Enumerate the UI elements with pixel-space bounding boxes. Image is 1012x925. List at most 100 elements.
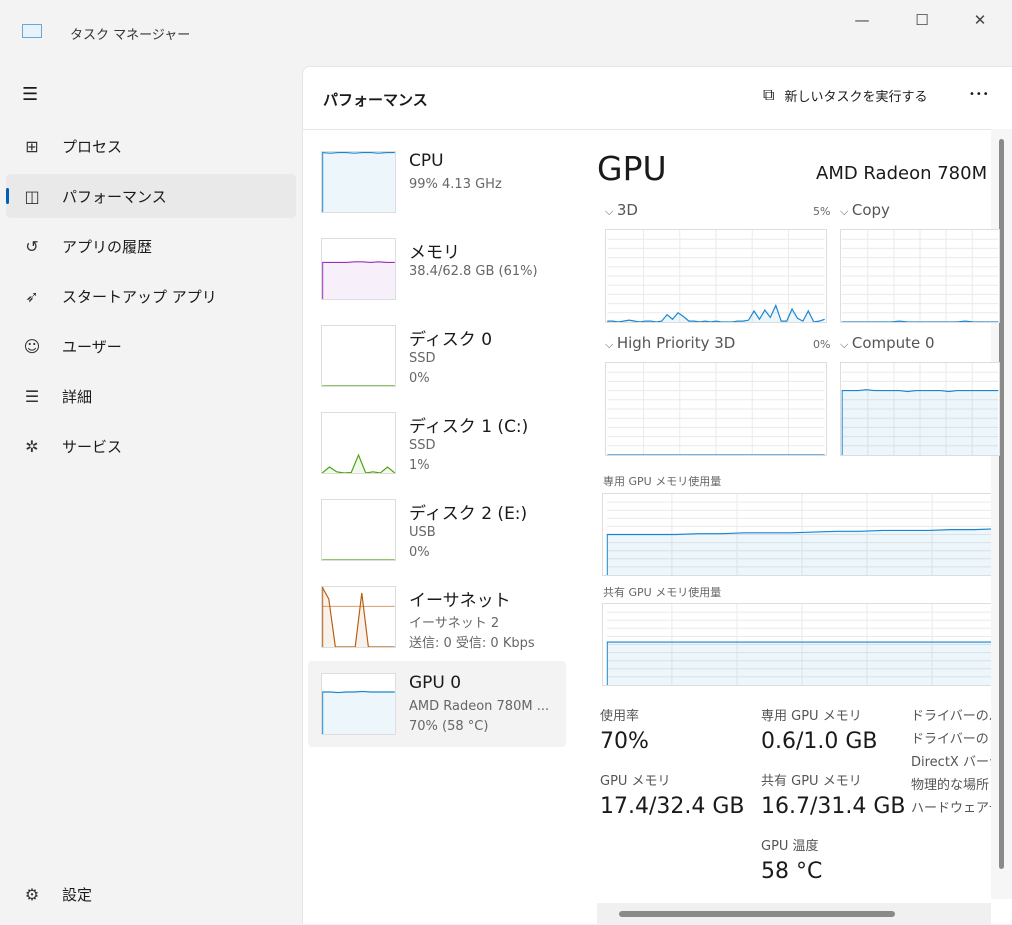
shared-memory-graph bbox=[602, 603, 1002, 686]
graph-area bbox=[606, 528, 998, 575]
device-thumbnail-graph bbox=[321, 325, 396, 387]
sidebar-item-label: 詳細 bbox=[62, 387, 93, 406]
device-detail: イーサネット 2 bbox=[409, 616, 500, 631]
divider bbox=[303, 129, 1012, 130]
device-item[interactable]: ディスク 1 (C:) SSD 1% bbox=[308, 400, 566, 486]
driver-info-label: ハードウェア予 bbox=[911, 801, 991, 816]
device-name: CPU bbox=[409, 151, 444, 171]
sidebar-item-performance[interactable]: ◫ パフォーマンス bbox=[6, 174, 296, 218]
gpu-model: AMD Radeon 780M bbox=[816, 163, 988, 184]
device-name: GPU 0 bbox=[409, 673, 462, 693]
performance-icon: ◫ bbox=[24, 186, 40, 206]
sidebar-item-startup[interactable]: ➶ スタートアップ アプリ bbox=[6, 274, 296, 318]
driver-info-label: 物理的な場所 bbox=[911, 778, 990, 793]
graph-area bbox=[322, 261, 395, 299]
sidebar-item-label: サービス bbox=[62, 437, 123, 456]
graph-line bbox=[606, 528, 998, 536]
sidebar-item-label: 設定 bbox=[62, 885, 93, 904]
device-item[interactable]: CPU 99% 4.13 GHz bbox=[308, 139, 566, 225]
graph-area bbox=[322, 455, 395, 473]
device-thumbnail-graph bbox=[321, 586, 396, 648]
maximize-button[interactable]: ☐ bbox=[915, 11, 929, 29]
sidebar-item-processes[interactable]: ⊞ プロセス bbox=[6, 124, 296, 168]
horizontal-scrollbar[interactable] bbox=[597, 903, 991, 925]
sidebar-item-history[interactable]: ↺ アプリの履歴 bbox=[6, 224, 296, 268]
minimize-button[interactable]: — bbox=[854, 11, 870, 29]
device-name: イーサネット bbox=[409, 591, 511, 611]
shared-memory-stat-label: 共有 GPU メモリ bbox=[761, 774, 862, 789]
graph-line bbox=[841, 389, 999, 393]
engine-header[interactable]: ⌵ Compute 0 bbox=[840, 334, 935, 352]
graph-area bbox=[841, 389, 999, 455]
horizontal-scrollbar-thumb[interactable] bbox=[619, 911, 895, 917]
graph-line bbox=[322, 587, 395, 647]
history-icon: ↺ bbox=[25, 236, 39, 256]
graph-line bbox=[322, 453, 395, 473]
window-title: タスク マネージャー bbox=[70, 28, 191, 43]
dedicated-memory-stat-label: 専用 GPU メモリ bbox=[761, 709, 862, 724]
device-item[interactable]: メモリ 38.4/62.8 GB (61%) bbox=[308, 226, 566, 312]
engine-graph bbox=[605, 362, 827, 456]
graph-line bbox=[322, 690, 395, 694]
services-icon: ✲ bbox=[25, 436, 39, 456]
sidebar-item-users[interactable]: ☺ ユーザー bbox=[6, 324, 296, 368]
gpu-memory-value: 17.4/32.4 GB bbox=[600, 794, 745, 819]
close-button[interactable]: ✕ bbox=[973, 11, 987, 29]
sidebar-item-details[interactable]: ☰ 詳細 bbox=[6, 374, 296, 418]
dedicated-memory-label: 専用 GPU メモリ使用量 bbox=[603, 475, 722, 488]
startup-icon: ➶ bbox=[25, 286, 39, 306]
device-detail: 99% 4.13 GHz bbox=[409, 177, 502, 192]
device-detail: AMD Radeon 780M ... bbox=[409, 699, 550, 714]
engine-header[interactable]: ⌵ 3D bbox=[605, 201, 638, 219]
graph-area bbox=[322, 587, 395, 647]
device-item[interactable]: イーサネット イーサネット 2 送信: 0 受信: 0 Kbps bbox=[308, 574, 566, 660]
device-name: ディスク 1 (C:) bbox=[409, 417, 529, 437]
engine-header[interactable]: ⌵ High Priority 3D bbox=[605, 334, 735, 352]
gpu-temperature-label: GPU 温度 bbox=[761, 839, 819, 854]
sidebar-item-settings[interactable]: ⚙ 設定 bbox=[6, 872, 296, 916]
graph-area bbox=[322, 152, 395, 212]
device-thumbnail-graph bbox=[321, 673, 396, 735]
device-detail: SSD bbox=[409, 351, 436, 366]
more-options-button[interactable]: ••• bbox=[969, 89, 990, 100]
engine-name: High Priority 3D bbox=[616, 334, 736, 352]
chevron-down-icon: ⌵ bbox=[840, 338, 852, 351]
graph-area bbox=[606, 642, 998, 685]
device-status: 0% bbox=[409, 545, 430, 560]
device-detail: 38.4/62.8 GB (61%) bbox=[409, 264, 538, 279]
engine-name: 3D bbox=[616, 201, 638, 219]
hamburger-menu-icon[interactable]: ☰ bbox=[22, 84, 39, 105]
device-detail: USB bbox=[409, 525, 436, 540]
chevron-down-icon: ⌵ bbox=[840, 205, 852, 218]
driver-info-label: ドライバーの日 bbox=[911, 732, 991, 747]
device-status: 送信: 0 受信: 0 Kbps bbox=[409, 636, 535, 651]
graph-line bbox=[322, 261, 395, 264]
device-item[interactable]: GPU 0 AMD Radeon 780M ... 70% (58 °C) bbox=[308, 661, 566, 747]
sidebar-item-label: ユーザー bbox=[62, 337, 122, 356]
details-icon: ☰ bbox=[24, 386, 40, 406]
device-thumbnail-graph bbox=[321, 151, 396, 213]
shared-memory-value: 16.7/31.4 GB bbox=[761, 794, 906, 819]
sidebar-item-services[interactable]: ✲ サービス bbox=[6, 424, 296, 468]
sidebar-item-label: スタートアップ アプリ bbox=[62, 287, 217, 306]
main-panel: パフォーマンス ⧉ 新しいタスクを実行する ••• CPU 99% 4.13 G… bbox=[302, 66, 1012, 925]
engine-graph bbox=[605, 229, 827, 323]
device-status: 1% bbox=[409, 458, 430, 473]
users-icon: ☺ bbox=[23, 336, 41, 356]
shared-memory-label: 共有 GPU メモリ使用量 bbox=[603, 586, 722, 599]
device-name: ディスク 0 bbox=[409, 330, 493, 350]
driver-info-label: ドライバーのバ bbox=[911, 709, 991, 724]
sidebar-item-label: プロセス bbox=[62, 137, 123, 156]
device-item[interactable]: ディスク 0 SSD 0% bbox=[308, 313, 566, 399]
device-thumbnail-graph bbox=[321, 499, 396, 561]
device-thumbnail-graph bbox=[321, 238, 396, 300]
usage-value: 70% bbox=[600, 729, 649, 754]
engine-name: Compute 0 bbox=[851, 334, 935, 352]
page-title: パフォーマンス bbox=[323, 91, 428, 109]
device-detail: SSD bbox=[409, 438, 436, 453]
vertical-scrollbar-thumb[interactable] bbox=[999, 139, 1004, 869]
engine-header[interactable]: ⌵ Copy bbox=[840, 201, 890, 219]
device-item[interactable]: ディスク 2 (E:) USB 0% bbox=[308, 487, 566, 573]
run-new-task-button[interactable]: ⧉ 新しいタスクを実行する bbox=[763, 85, 928, 105]
device-name: メモリ bbox=[409, 243, 460, 263]
